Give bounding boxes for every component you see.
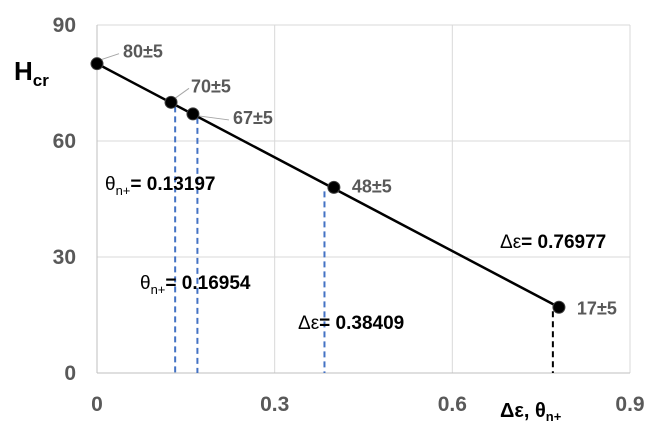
data-point bbox=[186, 107, 200, 121]
x-tick-label: 0.6 bbox=[438, 393, 467, 416]
annotation-deps1: Δε= 0.38409 bbox=[298, 313, 404, 334]
x-tick-label: 0 bbox=[91, 393, 103, 416]
data-points bbox=[90, 57, 566, 314]
label-leader bbox=[174, 87, 190, 99]
y-tick-label: 90 bbox=[53, 14, 76, 37]
x-tick-label: 0.9 bbox=[615, 393, 644, 416]
axes bbox=[96, 25, 630, 374]
annotation-theta1: θn+= 0.13197 bbox=[105, 174, 215, 198]
point-label: 17±5 bbox=[577, 298, 617, 318]
drop-lines bbox=[174, 106, 554, 373]
data-point bbox=[90, 57, 104, 71]
label-leader bbox=[100, 53, 120, 61]
data-point bbox=[164, 95, 178, 109]
point-label: 80±5 bbox=[123, 42, 163, 62]
label-leader bbox=[198, 115, 230, 121]
point-labels: 80±5 70±567±5 48±5 17±5 bbox=[123, 42, 617, 319]
y-tick-label: 30 bbox=[53, 246, 76, 269]
y-tick-label: 60 bbox=[53, 130, 76, 153]
data-point bbox=[552, 300, 566, 314]
data-point bbox=[327, 180, 341, 194]
point-label: 48±5 bbox=[352, 176, 392, 196]
axis-labels: Hcr Δε, θn+ bbox=[14, 56, 562, 422]
annotation-deps2: Δε= 0.76977 bbox=[500, 232, 606, 253]
point-label: 70±5 bbox=[191, 76, 231, 96]
tick-labels: 0 30 60 90 0 0.3 0.6 0.9 bbox=[53, 14, 645, 416]
y-axis-label: Hcr bbox=[14, 56, 49, 90]
y-tick-label: 0 bbox=[64, 362, 76, 385]
annotation-theta2: θn+= 0.16954 bbox=[140, 273, 251, 297]
x-axis-label: Δε, θn+ bbox=[500, 400, 562, 422]
point-label: 67±5 bbox=[233, 108, 273, 128]
annotations: θn+= 0.13197 θn+= 0.16954 Δε= 0.38409 Δε= 0… bbox=[105, 174, 606, 334]
label-leaders bbox=[100, 53, 230, 121]
x-tick-label: 0.3 bbox=[260, 393, 289, 416]
gridlines bbox=[97, 24, 631, 373]
